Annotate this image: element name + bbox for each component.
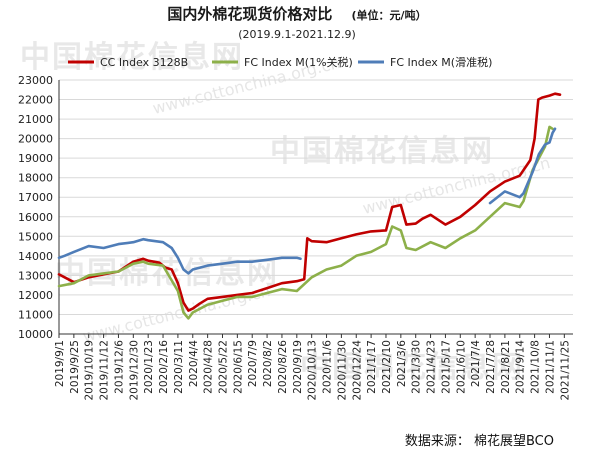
x-tick-label: 2019/12/30: [128, 340, 140, 401]
x-tick-label: 2021/5/17: [440, 340, 452, 394]
series-line: [57, 125, 554, 320]
y-tick-label: 21000: [18, 113, 53, 126]
series-line: [57, 92, 562, 312]
y-tick-label: 17000: [18, 191, 53, 204]
x-tick-label: 2021/6/10: [455, 340, 467, 394]
x-tick-label: 2019/9/25: [69, 340, 81, 394]
watermark-brand: 中国棉花信息网: [270, 134, 494, 169]
y-tick-label: 11000: [18, 308, 53, 321]
y-tick-label: 19000: [18, 152, 53, 165]
y-tick-label: 16000: [18, 211, 53, 224]
x-tick-label: 2020/11/30: [336, 340, 348, 401]
y-tick-label: 20000: [18, 133, 53, 146]
x-tick-label: 2019/9/1: [54, 340, 66, 387]
y-tick-label: 15000: [18, 230, 53, 243]
legend-label: FC Index M(1%关税): [244, 55, 353, 69]
chart-unit: (单位：元/吨）: [351, 9, 427, 22]
x-tick-label: 2021/2/10: [381, 340, 393, 394]
series-line: [57, 237, 302, 275]
watermark-brand: 中国棉花信息网: [20, 40, 244, 75]
x-tick-label: 2019/10/19: [84, 340, 96, 401]
y-tick-label: 14000: [18, 250, 53, 263]
x-tick-label: 2020/7/9: [247, 340, 259, 387]
x-tick-label: 2021/3/6: [396, 340, 408, 387]
x-tick-label: 2020/1/23: [143, 340, 155, 394]
x-tick-label: 2021/10/8: [530, 340, 542, 394]
x-tick-label: 2020/2/16: [158, 340, 170, 394]
chart-title: 国内外棉花现货价格对比: [167, 5, 333, 23]
series-line: [488, 127, 557, 205]
x-tick-label: 2020/12/24: [351, 340, 363, 401]
x-tick-label: 2020/4/4: [188, 340, 200, 387]
y-tick-label: 10000: [18, 328, 53, 341]
y-tick-label: 12000: [18, 289, 53, 302]
x-tick-label: 2021/8/21: [500, 340, 512, 394]
x-tick-label: 2019/12/6: [113, 340, 125, 394]
y-tick-label: 13000: [18, 269, 53, 282]
x-tick-label: 2021/3/30: [411, 340, 423, 394]
x-tick-label: 2020/8/26: [277, 340, 289, 394]
chart-title-block: 国内外棉花现货价格对比 (单位：元/吨）: [0, 3, 594, 24]
x-tick-label: 2020/4/28: [203, 340, 215, 394]
x-tick-label: 2020/3/11: [173, 340, 185, 394]
x-tick-label: 2020/6/15: [232, 340, 244, 394]
x-tick-label: 2021/11/25: [559, 340, 571, 401]
x-tick-label: 2021/11/1: [544, 340, 556, 394]
x-tick-label: 2021/1/17: [366, 340, 378, 394]
legend-label: FC Index M(滑准税): [390, 55, 492, 69]
watermark-brand: 中国棉花信息网: [300, 350, 524, 385]
chart-subtitle: (2019.9.1-2021.12.9): [238, 28, 356, 41]
data-source: 数据来源： 棉花展望BCO: [404, 434, 554, 449]
x-tick-label: 2020/8/2: [262, 340, 274, 387]
legend-label: CC Index 3128B: [100, 56, 188, 69]
y-tick-label: 22000: [18, 94, 53, 107]
y-tick-label: 18000: [18, 172, 53, 185]
y-tick-label: 23000: [18, 74, 53, 87]
x-tick-label: 2021/9/14: [515, 340, 527, 394]
x-tick-label: 2020/9/19: [292, 340, 304, 394]
x-tick-label: 2021/4/23: [426, 340, 438, 394]
x-tick-label: 2021/7/4: [470, 340, 482, 387]
x-tick-label: 2020/11/6: [322, 340, 334, 394]
x-tick-label: 2020/5/22: [217, 340, 229, 394]
x-tick-label: 2020/10/13: [307, 340, 319, 401]
x-tick-label: 2021/7/28: [485, 340, 497, 394]
x-tick-label: 2019/11/12: [99, 340, 111, 401]
